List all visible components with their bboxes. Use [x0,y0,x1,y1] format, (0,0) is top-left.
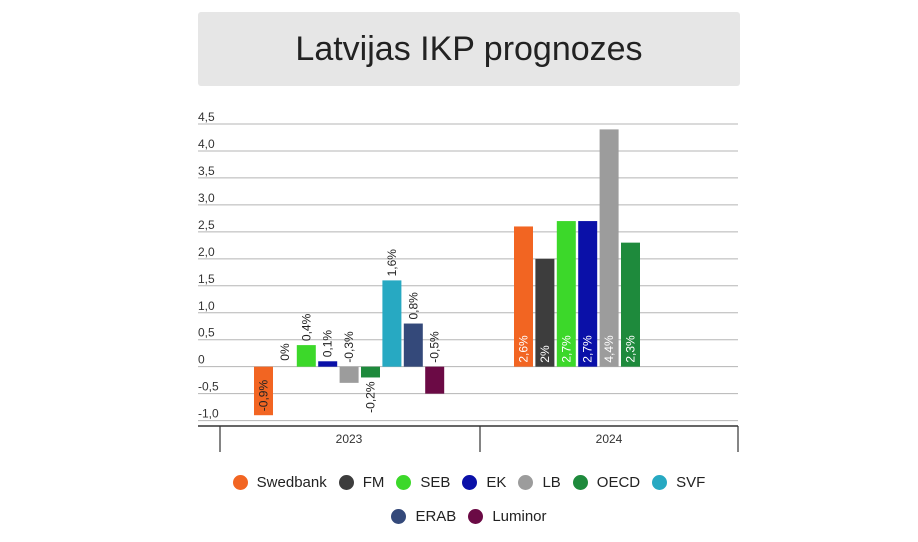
data-label: 2,3% [624,335,638,363]
legend-label: EK [486,473,507,491]
bar-oecd-2024 [621,242,640,367]
data-label: 0% [278,343,292,361]
bar-swedbank-2024 [514,226,533,367]
bar-luminor-2023 [425,366,445,394]
y-tick-label: -0,5 [198,380,219,394]
bar-seb-2023 [296,345,316,367]
legend-label: Swedbank [256,473,327,491]
y-tick-label: 4,0 [198,137,215,151]
data-label: 0,1% [321,330,335,358]
legend-swatch [462,474,478,490]
data-label: 2,7% [559,335,573,363]
legend-label: Luminor [492,507,547,525]
bar-erab-2023 [403,323,423,367]
data-label: 1,6% [385,249,399,277]
y-tick-label: -1,0 [198,407,219,421]
data-label: 2,7% [581,335,595,363]
legend-item-fm[interactable]: FM [338,470,385,494]
legend-item-oecd[interactable]: OECD [572,470,641,494]
bar-ek-2024 [578,221,598,367]
data-label: 4,4% [602,335,616,363]
legend-label: LB [542,473,561,491]
x-category-label: 2023 [336,432,363,446]
legend-swatch [391,508,407,524]
data-label: -0,2% [364,381,378,413]
legend-item-svf[interactable]: SVF [652,470,705,494]
legend-label: ERAB [415,507,457,525]
data-label: 0,8% [406,292,420,320]
legend-item-lb[interactable]: LB [518,470,561,494]
y-tick-label: 3,0 [198,191,215,205]
legend-label: FM [362,473,385,491]
y-tick-label: 1,0 [198,299,215,313]
x-category-label: 2024 [596,432,623,446]
legend-item-seb[interactable]: SEB [396,470,450,494]
data-label: -0,5% [428,331,442,363]
bar-svf-2023 [382,280,402,367]
y-tick-label: 4,5 [198,110,215,124]
bar-fm-2024 [535,258,555,367]
legend-swatch [518,474,534,490]
legend-item-swedbank[interactable]: Swedbank [232,470,327,494]
legend-swatch [232,474,248,490]
bar-lb-2023 [339,366,359,383]
legend-label: SVF [676,473,706,491]
y-tick-label: 2,0 [198,245,215,259]
bar-oecd-2023 [361,366,380,378]
y-tick-label: 0 [198,353,205,367]
legend-swatch [338,474,354,490]
y-tick-label: 2,5 [198,218,215,232]
legend-item-ek[interactable]: EK [462,470,506,494]
legend-item-luminor[interactable]: Luminor [468,504,547,528]
bar-lb-2024 [599,129,619,367]
data-label: 2,6% [517,335,531,363]
chart-legend: Swedbank FM SEB EK LB OECD SVF ERAB Luminor [198,470,740,528]
legend-swatch [652,474,668,490]
y-tick-label: 3,5 [198,164,215,178]
data-label: -0,9% [257,380,271,412]
chart-title-box: Latvijas IKP prognozes [198,12,740,86]
legend-swatch [572,474,588,490]
data-label: 2% [538,345,552,363]
bar-chart: 4,5 4,0 3,5 3,0 2,5 2,0 1,5 1,0 0,5 0 -0,5 -1,0 2023… [198,110,739,452]
data-label: 0,4% [299,313,313,341]
bar-swedbank-2023 [254,366,273,416]
legend-swatch [468,508,484,524]
chart-title: Latvijas IKP prognozes [295,29,643,68]
legend-label: SEB [420,473,451,491]
legend-label: OECD [596,473,641,491]
y-tick-label: 1,5 [198,272,215,286]
bar-ek-2023 [318,361,338,367]
legend-swatch [396,474,412,490]
data-label: -0,3% [342,331,356,363]
bar-seb-2024 [556,221,576,367]
y-tick-label: 0,5 [198,326,215,340]
legend-item-erab[interactable]: ERAB [391,504,456,528]
